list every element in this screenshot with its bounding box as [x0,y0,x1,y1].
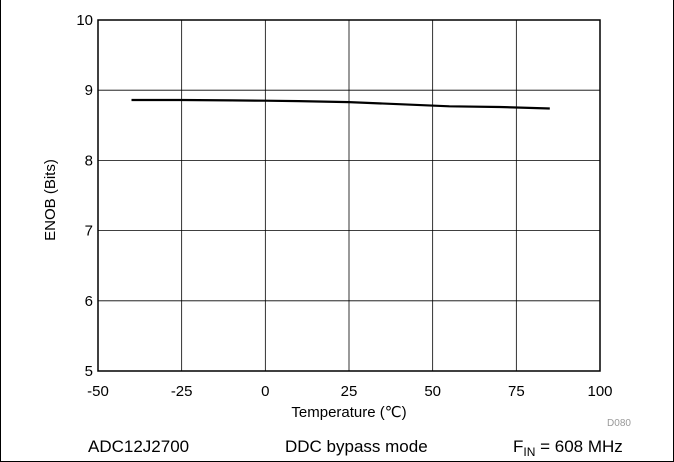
footer-device: ADC12J2700 [88,437,189,456]
y-tick-label-2: 7 [85,223,93,240]
y-tick-label-3: 8 [85,152,93,169]
x-tick-label-5: 75 [508,383,525,400]
x-tick-label-0: -50 [87,383,109,400]
figure-code: D080 [607,418,631,429]
plot-area [97,19,601,372]
x-tick-label-4: 50 [424,383,441,400]
footer-input-frequency: FIN = 608 MHz [513,437,623,459]
series-line-0 [131,98,550,110]
x-tick-label-6: 100 [587,383,612,400]
fin-prefix: F [513,437,523,456]
y-tick-label-5: 10 [76,12,93,29]
fin-subscript: IN [523,445,535,459]
fin-value: = 608 MHz [535,437,622,456]
x-tick-labels: -50 -25 0 25 50 75 100 [87,383,612,400]
y-tick-label-0: 5 [85,363,93,380]
x-tick-label-3: 25 [341,383,358,400]
x-axis-label: Temperature (℃) [291,404,406,421]
y-tick-label-4: 9 [85,82,93,99]
x-tick-label-1: -25 [171,383,193,400]
grid-lines [98,20,600,371]
x-tick-label-2: 0 [261,383,269,400]
y-axis-label: ENOB (Bits) [42,159,59,241]
y-tick-labels: 5 6 7 8 9 10 [76,12,93,380]
footer-mode: DDC bypass mode [285,437,428,456]
y-tick-label-1: 6 [85,293,93,310]
series-group [131,98,550,110]
